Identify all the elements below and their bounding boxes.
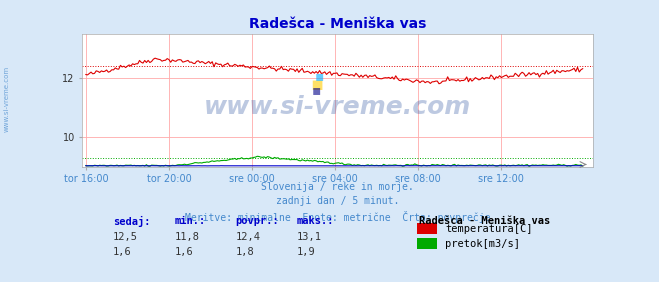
FancyBboxPatch shape xyxy=(417,238,438,249)
FancyBboxPatch shape xyxy=(417,223,438,234)
Text: 13,1: 13,1 xyxy=(297,232,322,243)
Text: 1,6: 1,6 xyxy=(174,247,193,257)
Text: 11,8: 11,8 xyxy=(174,232,199,243)
Text: sedaj:: sedaj: xyxy=(113,215,150,226)
Text: ▪: ▪ xyxy=(315,69,324,83)
Text: Radešca - Meniška vas: Radešca - Meniška vas xyxy=(420,215,551,226)
Text: pretok[m3/s]: pretok[m3/s] xyxy=(445,239,520,249)
Text: temperatura[C]: temperatura[C] xyxy=(445,224,532,234)
Text: ▪: ▪ xyxy=(310,75,324,94)
Text: 1,9: 1,9 xyxy=(297,247,316,257)
Text: www.si-vreme.com: www.si-vreme.com xyxy=(204,95,471,119)
Text: www.si-vreme.com: www.si-vreme.com xyxy=(3,66,9,132)
Title: Radešca - Meniška vas: Radešca - Meniška vas xyxy=(249,17,426,31)
Text: 1,8: 1,8 xyxy=(236,247,254,257)
Text: 12,4: 12,4 xyxy=(236,232,260,243)
Text: maks.:: maks.: xyxy=(297,215,334,226)
Text: min.:: min.: xyxy=(174,215,206,226)
Text: 12,5: 12,5 xyxy=(113,232,138,243)
Text: 1,6: 1,6 xyxy=(113,247,132,257)
Text: ▪: ▪ xyxy=(312,83,321,96)
Text: povpr.:: povpr.: xyxy=(236,215,279,226)
Text: Slovenija / reke in morje.
zadnji dan / 5 minut.
Meritve: minimalne  Enote: metr: Slovenija / reke in morje. zadnji dan / … xyxy=(185,182,490,223)
